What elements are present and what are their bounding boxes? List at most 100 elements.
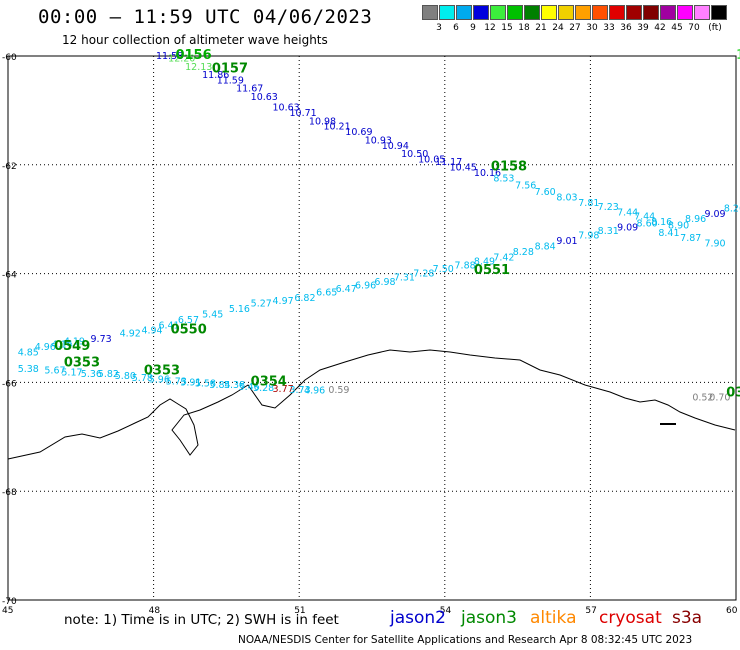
legend-swatch <box>558 5 574 20</box>
swh-label: 7.28 <box>413 269 434 280</box>
swh-label: 0.70 <box>709 393 730 404</box>
legend-swatch <box>473 5 489 20</box>
swh-label: 12.20 <box>168 54 195 65</box>
swh-label: 6.82 <box>294 293 315 304</box>
legend-label: 27 <box>569 23 581 33</box>
swh-label: 5.27 <box>251 299 272 310</box>
y-axis-label: -60 <box>2 53 17 63</box>
swh-label: 4.19 <box>64 337 85 348</box>
footer-credit: NOAA/NESDIS Center for Satellite Applica… <box>238 634 693 646</box>
swh-label: 10.21 <box>323 122 350 133</box>
swh-label: 8.96 <box>685 214 706 225</box>
swh-label: 5.45 <box>202 309 223 320</box>
swh-label: 4.85 <box>18 347 39 358</box>
swh-label: 7.44 <box>617 208 638 219</box>
swh-label: 5.67 <box>44 365 65 376</box>
swh-label: 5.46 <box>239 382 260 393</box>
legend-label: 45 <box>671 23 683 33</box>
swh-label: 4.14 <box>52 339 73 350</box>
swh-label: 8.16 <box>651 217 672 228</box>
pass-id: 0353 <box>144 364 180 379</box>
swh-label: 7.50 <box>433 264 454 275</box>
pass-id: 0157 <box>212 62 248 77</box>
map-subtitle: 12 hour collection of altimeter wave hei… <box>62 33 328 47</box>
swh-label: 11.58 <box>156 51 183 62</box>
swh-label: 10.93 <box>365 135 392 146</box>
swh-label: 6.98 <box>374 277 395 288</box>
swh-label: 8.31 <box>598 226 619 237</box>
swh-label: 8.41 <box>658 228 679 239</box>
legend-swatch <box>541 5 557 20</box>
legend-label: 12 <box>484 23 496 33</box>
swh-label: 7.23 <box>598 202 619 213</box>
legend-label: 9 <box>470 23 476 33</box>
swh-label: 9.01 <box>556 236 577 247</box>
swh-label: 4.92 <box>120 328 141 339</box>
swh-label: 7.98 <box>578 231 599 242</box>
swh-label: 6.96 <box>355 281 376 292</box>
swh-label: 3.77 <box>273 384 294 395</box>
legend-swatch <box>524 5 540 20</box>
swh-label: 8.49 <box>474 257 495 268</box>
pass-id: 0550 <box>171 323 207 338</box>
footer-note: note: 1) Time is in UTC; 2) SWH is in fe… <box>64 612 339 628</box>
legend-swatch <box>643 5 659 20</box>
legend-swatch <box>439 5 455 20</box>
x-axis-label: 45 <box>2 606 13 616</box>
legend-label: 39 <box>637 23 649 33</box>
y-axis-label: -66 <box>2 379 17 389</box>
swh-label: 11.17 <box>435 157 462 168</box>
legend-label: 30 <box>586 23 598 33</box>
legend-label: 18 <box>518 23 530 33</box>
swh-label: 8.60 <box>637 219 658 230</box>
mission-jason3: jason3 <box>461 608 517 628</box>
legend-swatch <box>456 5 472 20</box>
pass-id: 0354 <box>251 374 287 389</box>
legend-swatch <box>660 5 676 20</box>
swh-label: 10.50 <box>401 149 428 160</box>
swh-label: 8.28 <box>513 247 534 258</box>
pass-id: 1 <box>736 48 740 63</box>
legend-label: 36 <box>620 23 632 33</box>
legend-label: 24 <box>552 23 564 33</box>
swh-label: 10.63 <box>273 103 300 114</box>
swh-label: 5.36 <box>81 369 102 380</box>
swh-label: 4.96 <box>304 386 325 397</box>
swh-label: 5.84 <box>209 380 230 391</box>
x-axis-label: 57 <box>585 606 596 616</box>
swh-label: 7.56 <box>515 180 536 191</box>
pass-id: 0353 <box>64 355 100 370</box>
legend-swatch <box>626 5 642 20</box>
swh-label: 0.52 <box>692 393 713 404</box>
swh-label: 10.98 <box>309 116 336 127</box>
swh-label: 7.87 <box>680 233 701 244</box>
swh-label: 5.73 <box>166 376 187 387</box>
swh-label: 10.71 <box>289 108 316 119</box>
swh-label: 5.38 <box>18 364 39 375</box>
legend-label: 6 <box>453 23 459 33</box>
x-axis-label: 54 <box>440 606 452 616</box>
y-axis-label: -68 <box>2 488 17 498</box>
swh-label: 6.41 <box>158 320 179 331</box>
legend-swatch <box>609 5 625 20</box>
swh-label: 7.31 <box>394 272 415 283</box>
swh-label: 3.73 <box>289 385 310 396</box>
legend-swatch <box>575 5 591 20</box>
swh-label: 7.44 <box>634 211 655 222</box>
swh-label: 5.58 <box>195 378 216 389</box>
swh-label: 12.13 <box>185 62 212 73</box>
swh-label: 5.80 <box>115 371 136 382</box>
legend-label: 21 <box>535 23 547 33</box>
swh-label: 5.28 <box>253 383 274 394</box>
swh-label: 4.94 <box>141 326 162 337</box>
legend-swatch <box>694 5 710 20</box>
pass-id: 0551 <box>474 263 510 278</box>
y-axis-label: -64 <box>2 271 17 281</box>
swh-label: 5.82 <box>98 369 119 380</box>
swh-label: 5.96 <box>149 375 170 386</box>
swh-label: 5.91 <box>180 377 201 388</box>
swh-label: 10.16 <box>474 168 501 179</box>
y-axis-label: -62 <box>2 162 17 172</box>
